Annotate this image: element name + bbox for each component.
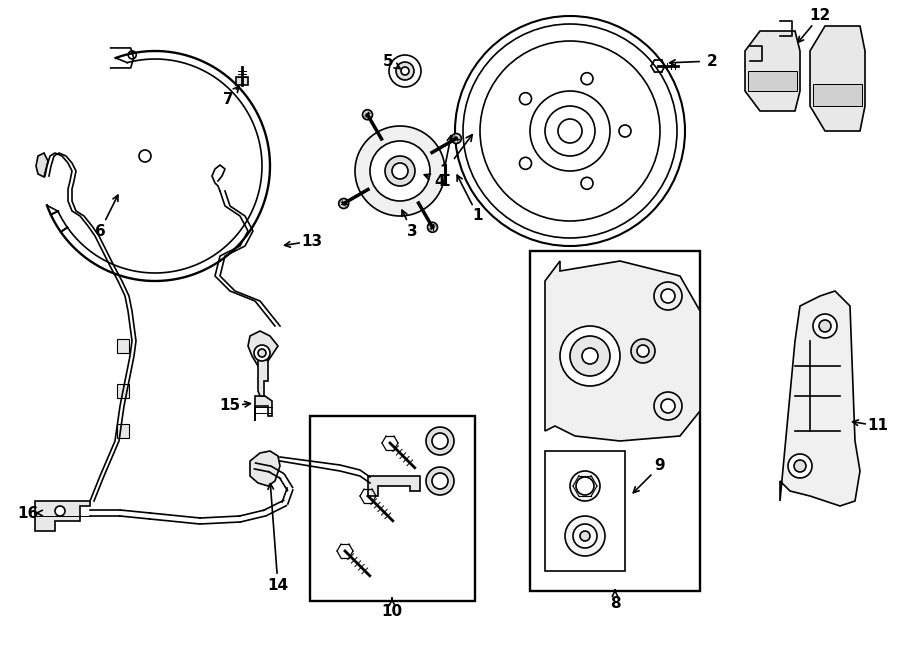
Circle shape bbox=[258, 349, 266, 357]
Polygon shape bbox=[810, 26, 865, 131]
Polygon shape bbox=[545, 261, 700, 441]
Circle shape bbox=[560, 326, 620, 386]
Circle shape bbox=[654, 392, 682, 420]
Circle shape bbox=[661, 399, 675, 413]
Circle shape bbox=[338, 198, 348, 208]
Polygon shape bbox=[745, 31, 800, 111]
Text: 13: 13 bbox=[302, 233, 322, 249]
Text: 12: 12 bbox=[809, 9, 831, 24]
Bar bbox=[117, 339, 129, 353]
Circle shape bbox=[392, 163, 408, 179]
Bar bbox=[310, 416, 475, 601]
Text: 15: 15 bbox=[220, 399, 240, 414]
Circle shape bbox=[355, 126, 445, 216]
Circle shape bbox=[432, 473, 448, 489]
Text: 2: 2 bbox=[706, 54, 717, 69]
Circle shape bbox=[582, 348, 598, 364]
Polygon shape bbox=[780, 291, 860, 506]
Text: 10: 10 bbox=[382, 603, 402, 619]
Circle shape bbox=[432, 433, 448, 449]
Circle shape bbox=[254, 345, 270, 361]
Text: 5: 5 bbox=[382, 54, 393, 69]
Circle shape bbox=[389, 55, 421, 87]
Bar bbox=[530, 251, 700, 591]
Circle shape bbox=[363, 110, 373, 120]
Circle shape bbox=[570, 471, 600, 501]
Circle shape bbox=[370, 141, 430, 201]
Circle shape bbox=[128, 51, 136, 59]
Text: 8: 8 bbox=[609, 596, 620, 611]
Polygon shape bbox=[255, 396, 272, 421]
Circle shape bbox=[401, 67, 409, 75]
Circle shape bbox=[558, 119, 582, 143]
Polygon shape bbox=[250, 451, 280, 486]
Text: 6: 6 bbox=[94, 223, 105, 239]
Text: 14: 14 bbox=[267, 578, 289, 594]
Circle shape bbox=[581, 177, 593, 189]
Circle shape bbox=[570, 336, 610, 376]
Text: 9: 9 bbox=[654, 459, 665, 473]
Circle shape bbox=[661, 289, 675, 303]
Bar bbox=[117, 424, 129, 438]
Polygon shape bbox=[36, 153, 48, 177]
Bar bbox=[545, 451, 625, 571]
Bar bbox=[117, 384, 129, 398]
Circle shape bbox=[576, 477, 594, 495]
Text: 11: 11 bbox=[868, 418, 888, 434]
Polygon shape bbox=[368, 476, 420, 496]
Circle shape bbox=[819, 320, 831, 332]
Circle shape bbox=[426, 467, 454, 495]
Circle shape bbox=[451, 134, 462, 143]
Bar bbox=[236, 77, 248, 85]
Circle shape bbox=[788, 454, 812, 478]
Circle shape bbox=[654, 282, 682, 310]
Polygon shape bbox=[258, 356, 268, 396]
Circle shape bbox=[580, 531, 590, 541]
Text: 7: 7 bbox=[222, 91, 233, 106]
Circle shape bbox=[794, 460, 806, 472]
Circle shape bbox=[581, 73, 593, 85]
Polygon shape bbox=[813, 84, 862, 106]
Circle shape bbox=[519, 157, 532, 169]
Circle shape bbox=[55, 506, 65, 516]
Circle shape bbox=[428, 222, 437, 232]
Circle shape bbox=[813, 314, 837, 338]
Circle shape bbox=[573, 524, 597, 548]
Circle shape bbox=[631, 339, 655, 363]
Polygon shape bbox=[35, 501, 90, 531]
Text: 16: 16 bbox=[17, 506, 39, 520]
Polygon shape bbox=[748, 71, 797, 91]
Circle shape bbox=[637, 345, 649, 357]
Circle shape bbox=[139, 150, 151, 162]
Circle shape bbox=[385, 156, 415, 186]
Text: 1: 1 bbox=[440, 173, 450, 188]
Circle shape bbox=[619, 125, 631, 137]
Circle shape bbox=[396, 62, 414, 80]
Text: 4: 4 bbox=[435, 173, 446, 188]
Polygon shape bbox=[248, 331, 278, 366]
Circle shape bbox=[565, 516, 605, 556]
Circle shape bbox=[426, 427, 454, 455]
Text: 1: 1 bbox=[472, 208, 483, 223]
Circle shape bbox=[519, 93, 532, 104]
Text: 3: 3 bbox=[407, 223, 418, 239]
Text: 1: 1 bbox=[440, 135, 472, 178]
